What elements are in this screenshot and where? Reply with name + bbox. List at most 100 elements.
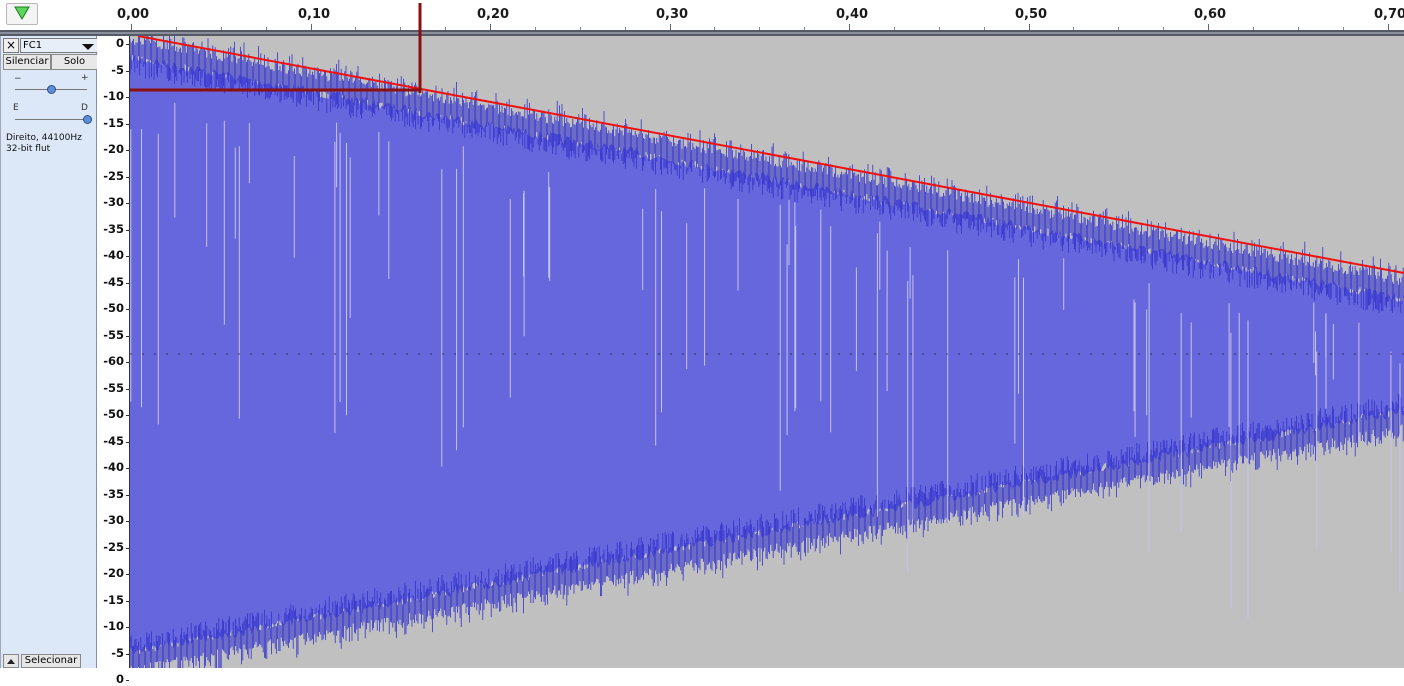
db-tick — [126, 362, 129, 363]
play-head-button[interactable] — [6, 3, 38, 25]
decay-trend-line — [137, 36, 1404, 274]
db-label: 0 — [115, 36, 124, 50]
ruler-minor-tick — [175, 27, 177, 30]
ruler-tick-label: 0,70 — [1374, 7, 1404, 22]
ruler-major-tick — [490, 24, 491, 30]
db-label: -25 — [103, 539, 124, 554]
db-tick — [126, 335, 129, 337]
db-tick — [126, 282, 129, 284]
ruler-major-tick — [669, 24, 671, 30]
pan-right-label: D — [81, 103, 88, 113]
db-label: -40 — [103, 248, 124, 262]
db-label: -25 — [103, 168, 124, 183]
waveform-gaps — [130, 102, 1401, 621]
ruler-tick-label: 0,60 — [1194, 7, 1227, 22]
db-tick — [126, 44, 129, 45]
db-label: -55 — [103, 327, 124, 342]
ruler-minor-tick — [579, 27, 581, 30]
ruler-major-tick — [1208, 24, 1209, 30]
solo-button[interactable]: Solo — [51, 54, 98, 70]
collapse-track-button[interactable] — [3, 654, 19, 668]
db-label: 0 — [115, 672, 124, 686]
ruler-minor-tick — [938, 27, 940, 30]
db-tick — [126, 441, 129, 443]
ruler-tick-label: 0,40 — [836, 7, 869, 22]
close-track-button[interactable]: × — [3, 38, 19, 53]
db-tick — [126, 150, 129, 151]
db-tick — [126, 203, 129, 204]
db-tick — [126, 521, 129, 522]
db-tick — [126, 256, 129, 257]
ruler-minor-tick — [714, 27, 716, 30]
ruler-minor-tick — [624, 27, 626, 30]
ruler-major-tick — [1387, 24, 1389, 30]
db-label: -5 — [111, 62, 124, 77]
db-label: -15 — [103, 115, 124, 130]
gain-minus-label: − — [14, 74, 22, 84]
gain-slider-thumb[interactable] — [47, 85, 56, 94]
db-tick — [126, 97, 129, 98]
db-label: -10 — [103, 89, 124, 103]
db-tick — [126, 680, 129, 681]
db-label: -50 — [103, 407, 124, 421]
mute-button[interactable]: Silenciar — [3, 54, 51, 70]
db-tick — [126, 494, 129, 496]
db-label: -45 — [103, 433, 124, 448]
db-tick — [126, 176, 129, 178]
db-tick — [126, 229, 129, 231]
db-label: -35 — [103, 221, 124, 236]
track-info-format: 32-bit flut — [6, 144, 51, 154]
db-label: -45 — [103, 274, 124, 289]
db-tick — [126, 70, 129, 72]
ruler-minor-tick — [355, 27, 357, 30]
ruler-minor-tick — [534, 27, 536, 30]
waveform-spikes — [130, 36, 1404, 668]
timeline-ruler[interactable]: 0,00 0,10 0,20 0,30 0,40 0,50 0,60 0,70 — [0, 0, 1404, 30]
db-tick — [126, 574, 129, 575]
db-label: -30 — [103, 195, 124, 209]
db-scale-ruler[interactable]: 0 -5 -10 -15 -20 -25 -30 -35 -40 -45 -50 -55 -60 -55-… — [97, 36, 130, 686]
db-label: -55 — [103, 380, 124, 395]
db-tick — [126, 600, 129, 602]
waveform-fill — [130, 44, 1404, 655]
db-label: -15 — [103, 592, 124, 607]
ruler-minor-tick — [445, 27, 447, 30]
waveform-area[interactable] — [130, 36, 1404, 668]
track-name-menu[interactable]: FC1 — [20, 38, 98, 53]
pan-slider-thumb[interactable] — [83, 115, 92, 124]
waveform-canvas[interactable] — [130, 36, 1404, 668]
db-label: -50 — [103, 301, 124, 315]
ruler-major-tick — [1028, 24, 1030, 30]
select-track-button[interactable]: Selecionar — [21, 654, 81, 668]
ruler-tick-label: 0,10 — [298, 7, 331, 22]
ruler-minor-tick — [265, 27, 267, 30]
ruler-minor-tick — [1163, 27, 1165, 30]
db-tick — [126, 653, 129, 655]
db-label: -20 — [103, 566, 124, 580]
db-label: -30 — [103, 513, 124, 527]
ruler-divider — [0, 30, 1404, 36]
db-tick — [126, 388, 129, 390]
track-name: FC1 — [23, 40, 43, 51]
ruler-minor-tick — [400, 27, 402, 30]
gain-plus-label: + — [81, 73, 89, 83]
ruler-major-tick — [310, 24, 312, 30]
db-label: -60 — [103, 354, 124, 368]
db-label: -10 — [103, 619, 124, 633]
ruler-major-tick — [849, 24, 850, 30]
pan-slider-track[interactable] — [15, 119, 87, 120]
ruler-tick-label: 0,50 — [1015, 7, 1048, 22]
dropdown-arrow-icon — [82, 44, 94, 50]
ruler-tick-label: 0,30 — [656, 7, 689, 22]
db-label: -5 — [111, 645, 124, 660]
ruler-minor-tick — [1073, 27, 1075, 30]
db-tick — [126, 415, 129, 416]
ruler-minor-tick — [893, 27, 895, 30]
ruler-tick-label: 0,00 — [117, 7, 150, 22]
ruler-minor-tick — [804, 27, 806, 30]
ruler-minor-tick — [1118, 27, 1120, 30]
pan-left-label: E — [13, 103, 19, 113]
ruler-major-tick — [131, 24, 132, 30]
db-tick — [126, 123, 129, 125]
db-tick — [126, 468, 129, 469]
